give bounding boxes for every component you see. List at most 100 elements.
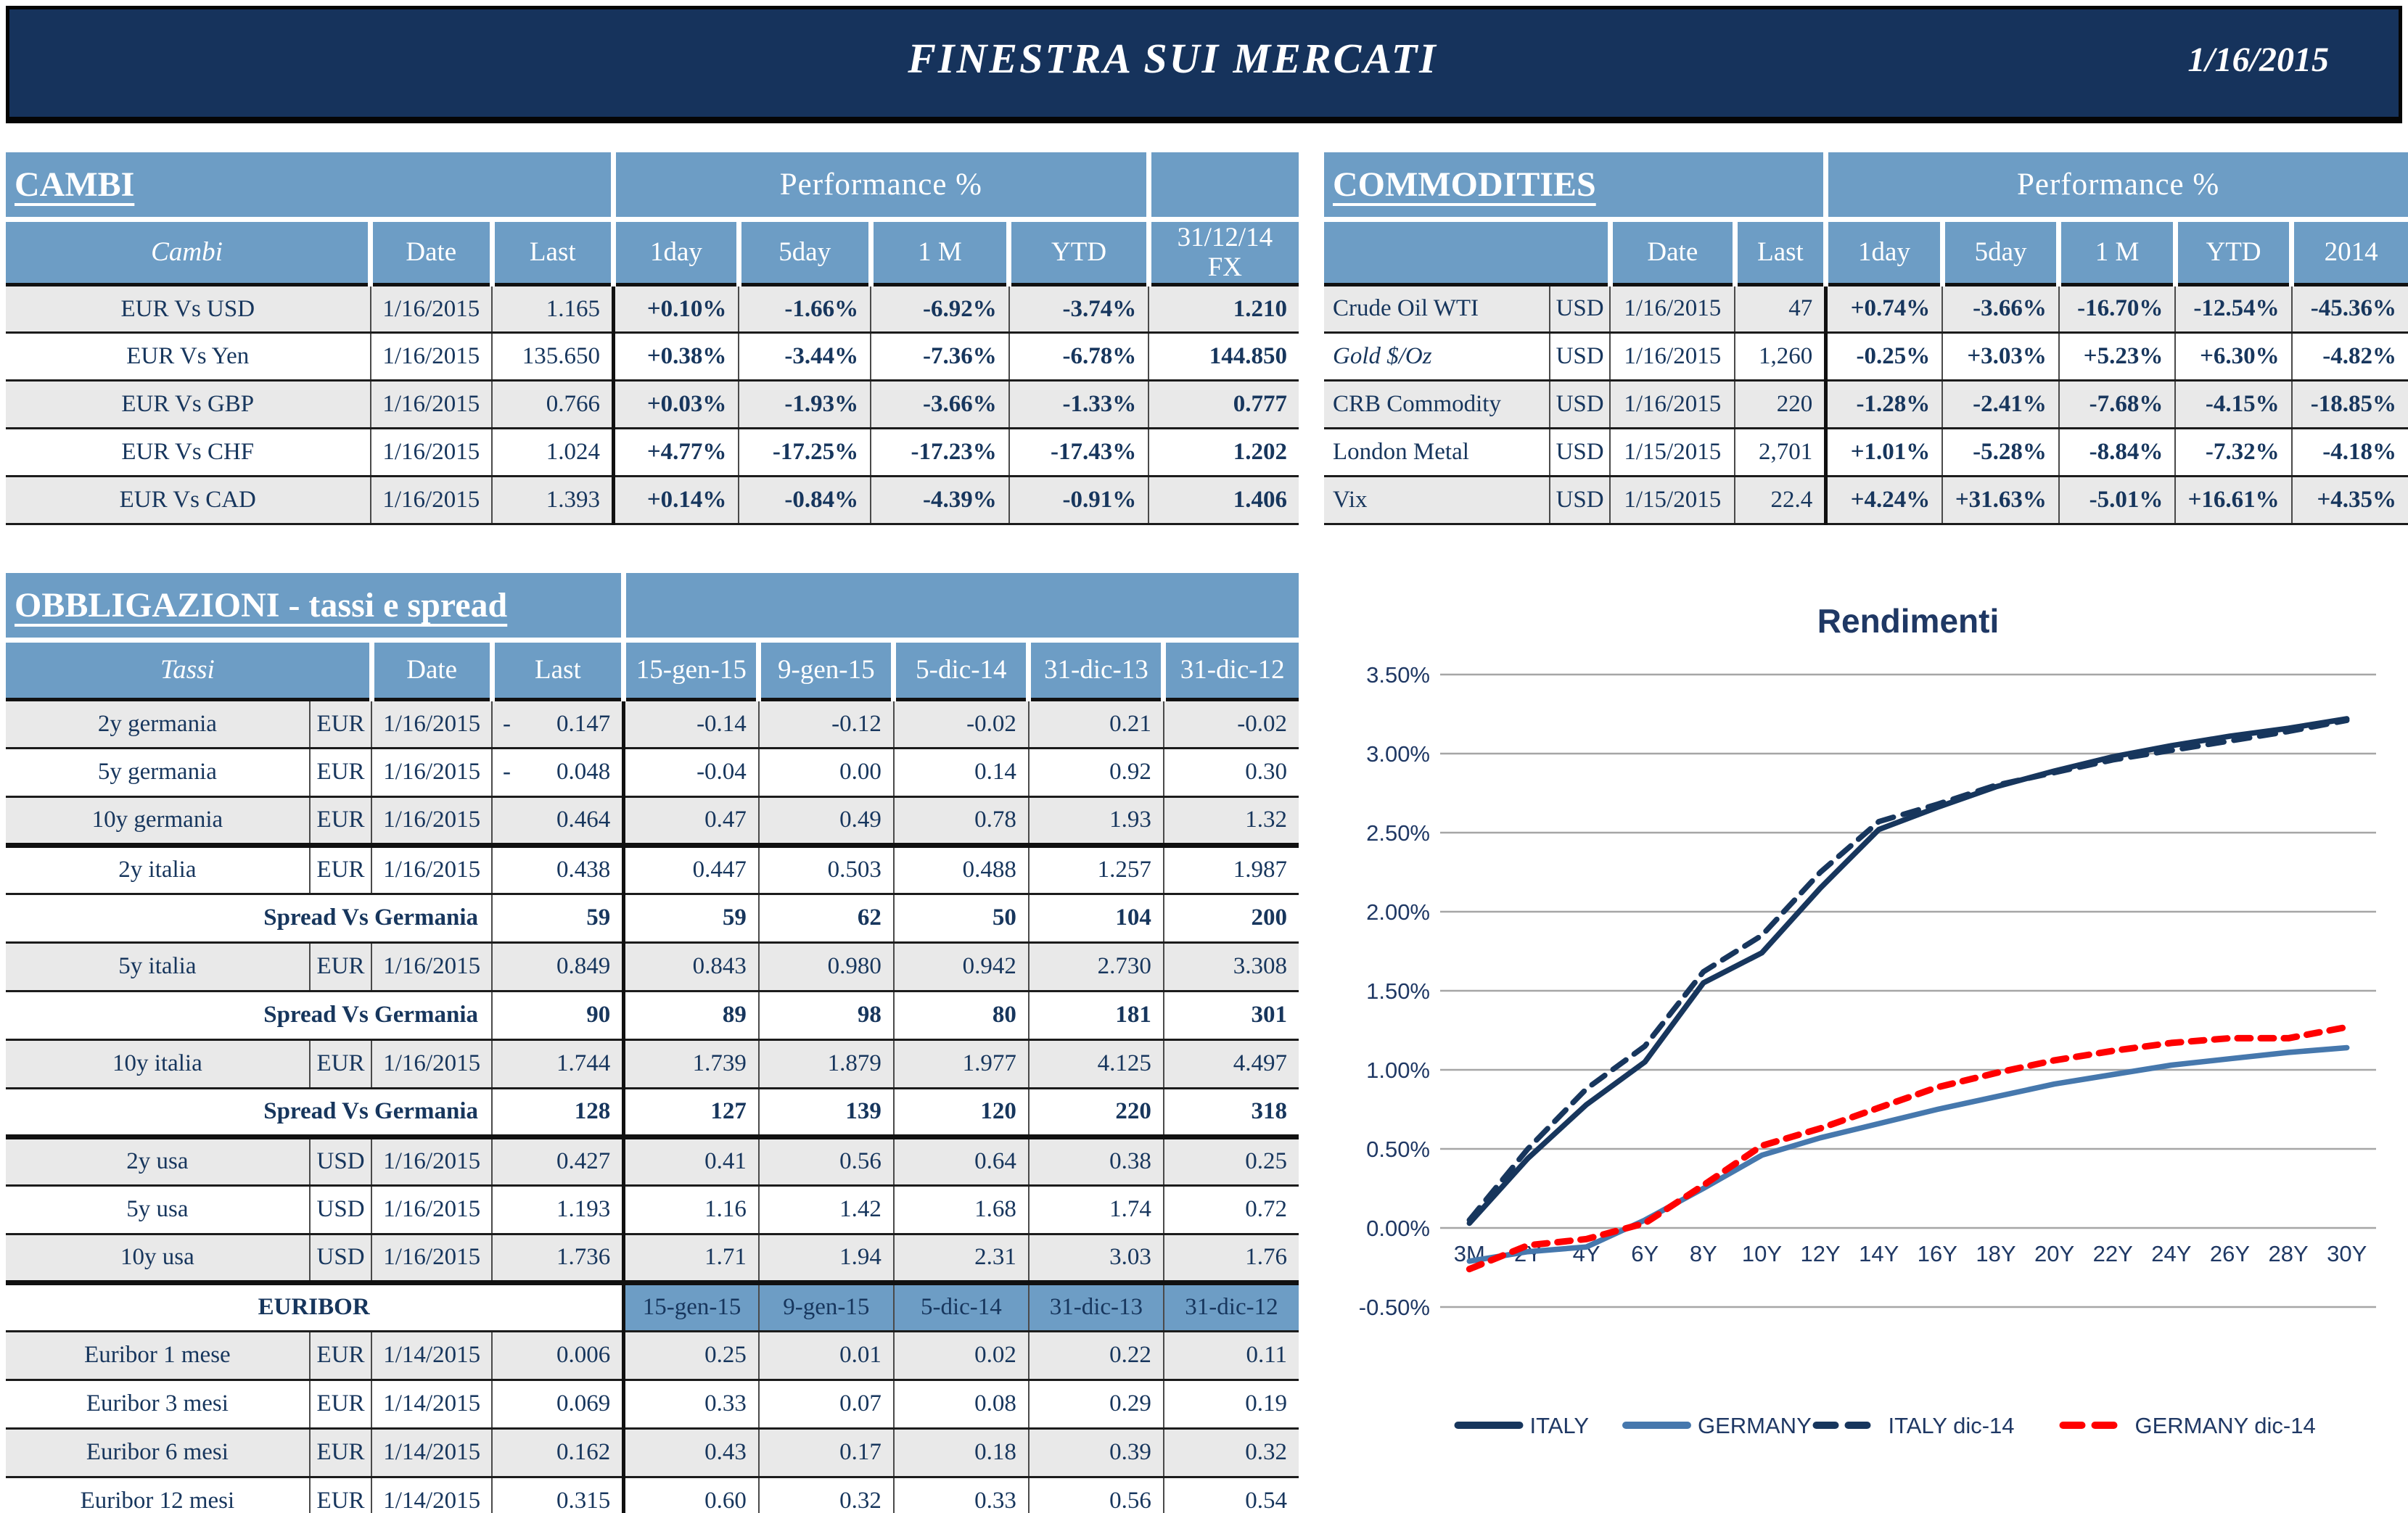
commodity-name: Gold $/Oz [1324,332,1550,382]
spread-value: 127 [622,1088,759,1138]
historic-value: 0.503 [757,842,894,895]
rate-currency: USD [308,1185,372,1235]
cambi-section-title: CAMBI [6,152,614,219]
cambi-column-header: Date [368,216,493,287]
pair-date: 1/16/2015 [369,476,493,526]
rate-name: 2y italia [6,842,310,895]
rate-last-value: 0.069 [556,1390,611,1417]
perf-value: -7.68% [2058,380,2176,429]
rate-date: 1/16/2015 [371,699,493,749]
historic-value: -0.14 [622,699,759,749]
perf-value: -4.18% [2290,428,2408,477]
spread-value: 200 [1162,894,1299,944]
pair-last: 0.766 [491,380,614,430]
cambi-header-row: Cambi Date Last 1day 5day 1 M YTD 31/12/14 FX [6,216,1299,287]
historic-value: 0.25 [1162,1134,1299,1187]
rate-currency: EUR [308,748,372,798]
rate-last: - 0.147 [491,699,624,749]
spread-value: 220 [1027,1088,1164,1138]
rate-name: Euribor 12 mesi [6,1477,310,1513]
commodities-performance-label: Performance % [1823,152,2408,219]
rate-name: 10y germania [6,796,310,846]
pair-date: 1/16/2015 [369,284,493,334]
rate-row-10y-germania: 10y germania EUR 1/16/2015 0.464 0.47 0.49 0.7… [6,796,1299,846]
cambi-column-header: Cambi [6,216,371,287]
rate-last: 0.006 [491,1331,624,1381]
historic-value: 0.39 [1027,1428,1164,1478]
rate-row-2y-germania: 2y germania EUR 1/16/2015-0.147 -0.14 -0.12-… [6,699,1299,749]
chart-title: Rendimenti [1817,602,1999,640]
historic-value: 1.739 [622,1039,759,1089]
commodity-last: 1,260 [1734,332,1826,382]
spread-label: Spread Vs Germania [6,894,493,944]
historic-value: 0.60 [622,1477,759,1513]
rate-last-value: 1.193 [556,1196,611,1222]
series-italy-dic-14 [1466,717,2350,1223]
perf-value: -12.54% [2174,284,2292,334]
x-tick-label: 24Y [2151,1241,2191,1266]
historic-value: 0.32 [1162,1428,1299,1478]
perf-value: +0.38% [612,332,739,382]
x-tick-label: 26Y [2210,1241,2250,1266]
obbligazioni-band-row: OBBLIGAZIONI - tassi e spread [6,573,1299,640]
rate-row-2y-usa: 2y usa USD 1/16/2015 0.427 0.41 0.56 0.64 0.38 0… [6,1134,1299,1187]
perf-value: -18.85% [2290,380,2408,429]
rate-last-value: 0.147 [556,710,611,737]
perf-value: -4.82% [2290,332,2408,382]
cambi-column-header: 31/12/14 FX [1146,216,1299,287]
cambi-section-title-text: CAMBI [15,165,135,204]
rate-name: Euribor 3 mesi [6,1380,310,1430]
x-tick-label: 16Y [1918,1241,1957,1266]
rate-row-5y-usa: 5y usa USD 1/16/2015 1.193 1.16 1.42 1.68 1.74 0… [6,1185,1299,1235]
historic-value: 0.56 [757,1134,894,1187]
rate-last: 0.427 [491,1134,624,1187]
historic-value: 0.30 [1162,748,1299,798]
commodity-date: 1/15/2015 [1609,428,1735,477]
perf-value: +0.14% [612,476,739,526]
rate-last-value: 0.315 [556,1488,611,1513]
perf-value: -0.84% [738,476,871,526]
spread-value: 98 [757,991,894,1041]
rate-name: 10y usa [6,1234,310,1284]
spread-last-value: 59 [491,894,624,944]
perf-value: -17.43% [1008,428,1149,478]
x-tick-label: 10Y [1742,1241,1782,1266]
rate-currency: USD [308,1134,372,1187]
x-tick-label: 6Y [1631,1241,1659,1266]
rate-currency: EUR [308,942,372,992]
obbligazioni-table: OBBLIGAZIONI - tassi e spread Tassi Date La… [6,573,1299,1513]
rate-row-10y-italia: 10y italia EUR 1/16/2015 1.744 1.739 1.879 1.9… [6,1039,1299,1089]
rate-currency: EUR [308,1428,372,1478]
spread-value: 318 [1162,1088,1299,1138]
historic-value: 3.03 [1027,1234,1164,1284]
perf-value: -1.28% [1824,380,1943,429]
rate-currency: EUR [308,796,372,846]
x-tick-label: 12Y [1800,1241,1840,1266]
pair-last: 135.650 [491,332,614,382]
y-tick-label: 0.00% [1366,1216,1430,1241]
spread-value: 59 [622,894,759,944]
commodities-column-header: Last [1732,216,1826,286]
cambi-row-eur-vs-chf: EUR Vs CHF 1/16/2015 1.024 +4.77% -17.25% -17… [6,428,1299,478]
minus-sign: - [503,710,511,737]
spread-vs-germania-row: Spread Vs Germania 90 89 98 80 181 301 [6,991,1299,1041]
rate-date: 1/16/2015 [371,796,493,846]
euribor-column-header: 9-gen-15 [757,1279,894,1332]
historic-value: 0.64 [892,1134,1029,1187]
fx-31-12-14-value: 0.777 [1148,380,1299,430]
perf-value: -6.78% [1008,332,1149,382]
historic-value: 4.125 [1027,1039,1164,1089]
commodity-row-london-metal: London Metal USD 1/15/2015 2,701 +1.01% -5.28… [1324,428,2408,477]
legend-label-italy-dic-14: ITALY dic-14 [1889,1413,2015,1438]
commodity-currency: USD [1548,476,1611,525]
perf-value: +5.23% [2058,332,2176,382]
rate-last-value: 0.048 [556,759,611,785]
rate-currency: EUR [308,1380,372,1430]
rate-last: 0.069 [491,1380,624,1430]
series-germany-dic-14 [1466,1023,2351,1273]
perf-value: -17.23% [870,428,1009,478]
fx-31-12-14-value: 1.406 [1148,476,1299,526]
historic-value: 0.78 [892,796,1029,846]
x-tick-label: 18Y [1976,1241,2015,1266]
historic-value: 0.942 [892,942,1029,992]
